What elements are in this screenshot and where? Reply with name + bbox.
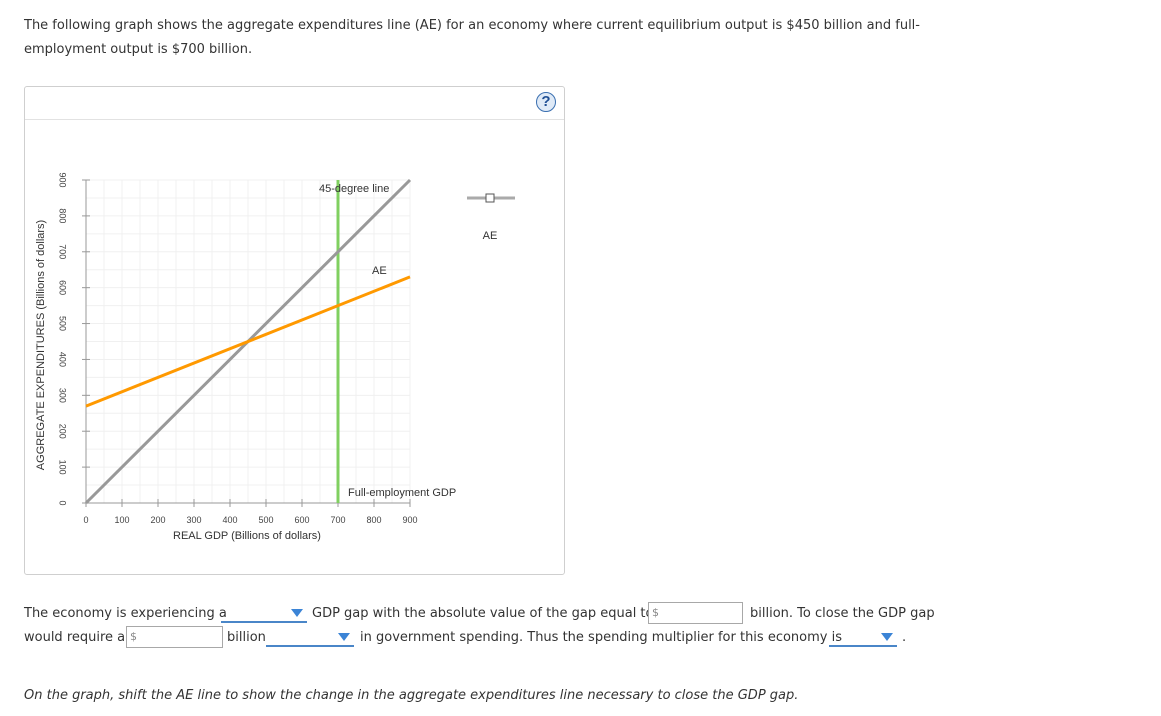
gap-value-input-box[interactable]: $ (648, 602, 743, 624)
question-text-1: The economy is experiencing a (24, 606, 227, 621)
full-employment-label: Full-employment GDP (348, 487, 456, 499)
45-degree-line-label: 45-degree line (319, 183, 389, 195)
y-tick-label: 400 (58, 352, 68, 367)
x-tick-label: 100 (114, 515, 129, 525)
y-tick-label: 600 (58, 280, 68, 295)
x-tick-label: 0 (83, 515, 88, 525)
y-axis-label: AGGREGATE EXPENDITURES (Billions of doll… (35, 220, 47, 470)
question-text-7: . (902, 630, 907, 645)
legend-ae-handle-icon[interactable] (485, 193, 495, 203)
ae-line-label: AE (372, 265, 387, 277)
x-tick-label: 500 (258, 515, 273, 525)
intro-text: The following graph shows the aggregate … (24, 14, 924, 62)
gap-type-dropdown[interactable] (221, 603, 307, 623)
x-tick-label: 700 (330, 515, 345, 525)
chevron-down-icon (291, 609, 303, 617)
x-tick-label: 200 (150, 515, 165, 525)
x-tick-label: 600 (294, 515, 309, 525)
series-ae-line (85, 275, 411, 408)
y-tick-label: 0 (58, 500, 68, 505)
chevron-down-icon (338, 633, 350, 641)
x-axis-label: REAL GDP (Billions of dollars) (173, 530, 321, 542)
graph-panel-header: ? (25, 87, 564, 120)
y-tick-label: 300 (58, 388, 68, 403)
question-text-3: billion. To close the GDP gap (750, 606, 935, 621)
y-tick-label: 100 (58, 460, 68, 475)
x-tick-label: 300 (186, 515, 201, 525)
x-tick-label: 400 (222, 515, 237, 525)
y-tick-label: 200 (58, 424, 68, 439)
instruction-text: On the graph, shift the AE line to show … (24, 688, 799, 703)
change-type-dropdown[interactable] (266, 627, 354, 647)
x-tick-label: 800 (366, 515, 381, 525)
currency-sign: $ (130, 630, 137, 643)
intro-line-1: The following graph shows the aggregate … (24, 18, 920, 33)
change-value-input-box[interactable]: $ (126, 626, 223, 648)
graph-panel: ? (24, 86, 565, 575)
multiplier-dropdown[interactable] (829, 627, 897, 647)
currency-sign: $ (652, 606, 659, 619)
help-icon[interactable]: ? (536, 92, 556, 112)
change-value-input[interactable] (141, 628, 220, 646)
y-tick-label: 900 (58, 172, 68, 187)
question-text-2: GDP gap with the absolute value of the g… (312, 606, 654, 621)
y-tick-label: 700 (58, 244, 68, 259)
legend-ae-label: AE (483, 230, 498, 242)
question-text-5: billion (227, 630, 266, 645)
question-text-4: would require a (24, 630, 126, 645)
question-text-6: in government spending. Thus the spendin… (360, 630, 842, 645)
y-tick-label: 500 (58, 316, 68, 331)
gap-value-input[interactable] (663, 604, 740, 622)
intro-line-2: employment output is $700 billion. (24, 42, 253, 57)
chevron-down-icon (881, 633, 893, 641)
x-tick-label: 900 (402, 515, 417, 525)
y-tick-label: 800 (58, 208, 68, 223)
